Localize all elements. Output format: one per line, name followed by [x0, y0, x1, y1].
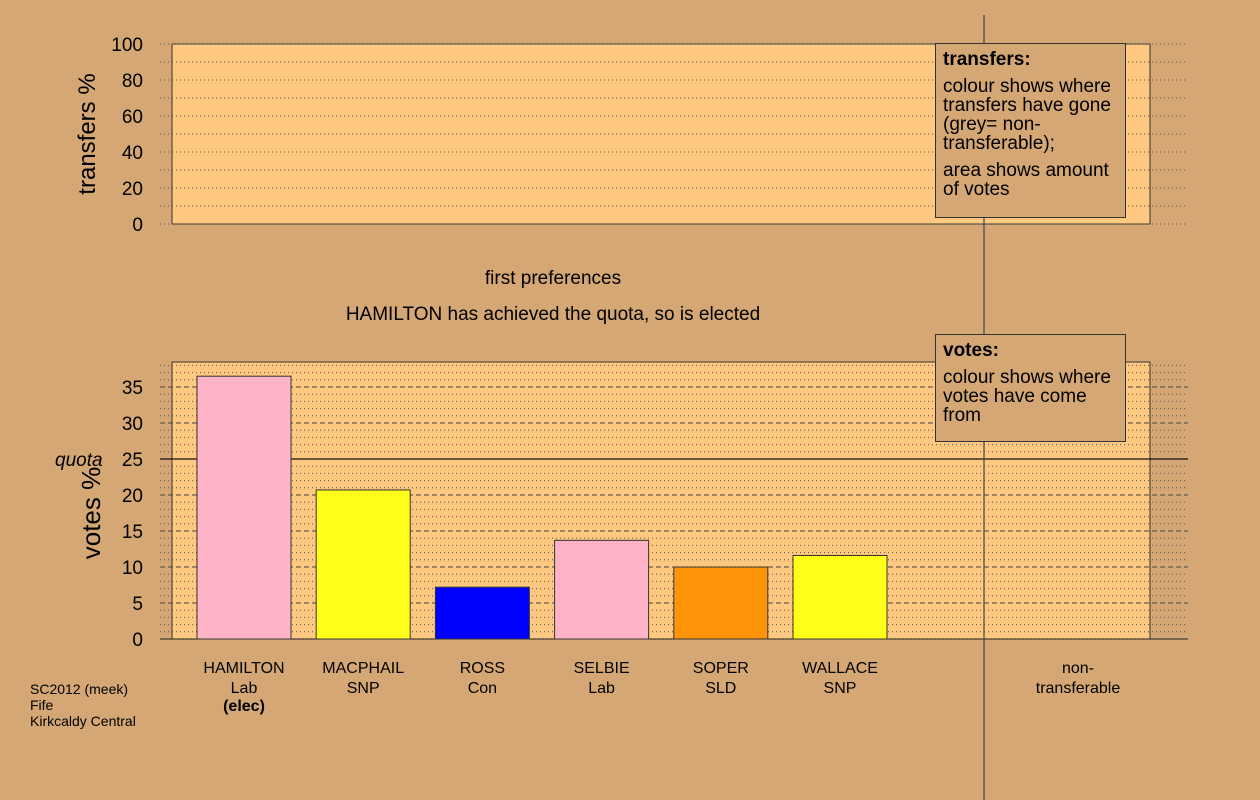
votes-y-axis-label: votes %: [76, 467, 106, 560]
footer-election: SC2012 (meek): [30, 681, 129, 697]
candidate-name-label: ROSS: [460, 660, 505, 677]
candidate-name-label: MACPHAIL: [322, 660, 404, 677]
candidate-bar: [673, 566, 769, 640]
candidate-status-label: (elec): [223, 698, 265, 715]
transfers-y-tick-label: 60: [122, 107, 143, 128]
transfers-y-tick-label: 0: [132, 215, 143, 236]
nontransferable-label: transferable: [1036, 680, 1121, 697]
transfers-y-tick-label: 40: [122, 143, 143, 164]
transfers-note-area-text: area shows amount of votes: [943, 160, 1109, 200]
chart-subtitle: HAMILTON has achieved the quota, so is e…: [346, 304, 760, 325]
votes-note: votes: colour shows where votes have com…: [935, 334, 1126, 442]
candidate-bar: [315, 489, 411, 640]
footer-ward: Kirkcaldy Central: [30, 713, 136, 729]
footer-council: Fife: [30, 697, 54, 713]
candidate-bar: [434, 586, 530, 640]
candidate-name-label: SOPER: [693, 660, 749, 677]
candidate-name-label: WALLACE: [802, 660, 878, 677]
candidate-party-label: Con: [468, 680, 497, 697]
votes-note-heading: votes:: [943, 340, 999, 361]
transfers-y-tick-label: 20: [122, 179, 143, 200]
votes-y-tick-label: 25: [122, 450, 143, 471]
nontransferable-label: non-: [1062, 660, 1094, 677]
candidate-party-label: Lab: [588, 680, 615, 697]
votes-y-tick-label: 30: [122, 414, 143, 435]
votes-y-tick-label: 10: [122, 558, 143, 579]
candidate-party-label: SLD: [705, 680, 736, 697]
footer: SC2012 (meek) Fife Kirkcaldy Central: [30, 681, 136, 729]
transfers-note-text: colour shows where transfers have gone (…: [943, 76, 1111, 154]
transfers-note-heading: transfers:: [943, 49, 1031, 70]
candidate-party-label: Lab: [231, 680, 258, 697]
votes-y-tick-label: 5: [132, 594, 143, 615]
chart-overlay: first preferences HAMILTON has achieved t…: [346, 15, 985, 800]
candidate-name-label: SELBIE: [574, 660, 630, 677]
transfers-y-tick-label: 80: [122, 71, 143, 92]
candidate-bar: [792, 554, 888, 640]
votes-y-tick-label: 20: [122, 486, 143, 507]
candidate-bar: [196, 375, 292, 640]
candidate-bar: [554, 539, 650, 640]
candidate-party-label: SNP: [824, 680, 857, 697]
transfers-y-tick-label: 100: [111, 35, 143, 56]
quota-label: quota: [55, 450, 103, 471]
candidate-name-label: HAMILTON: [203, 660, 284, 677]
candidate-party-label: SNP: [347, 680, 380, 697]
transfers-y-axis-label: transfers %: [74, 73, 101, 194]
votes-y-tick-label: 0: [132, 630, 143, 651]
transfers-note: transfers: colour shows where transfers …: [935, 43, 1126, 218]
votes-y-tick-label: 15: [122, 522, 143, 543]
votes-note-text: colour shows where votes have come from: [943, 367, 1111, 426]
chart-title: first preferences: [485, 268, 621, 289]
votes-y-tick-label: 35: [122, 378, 143, 399]
